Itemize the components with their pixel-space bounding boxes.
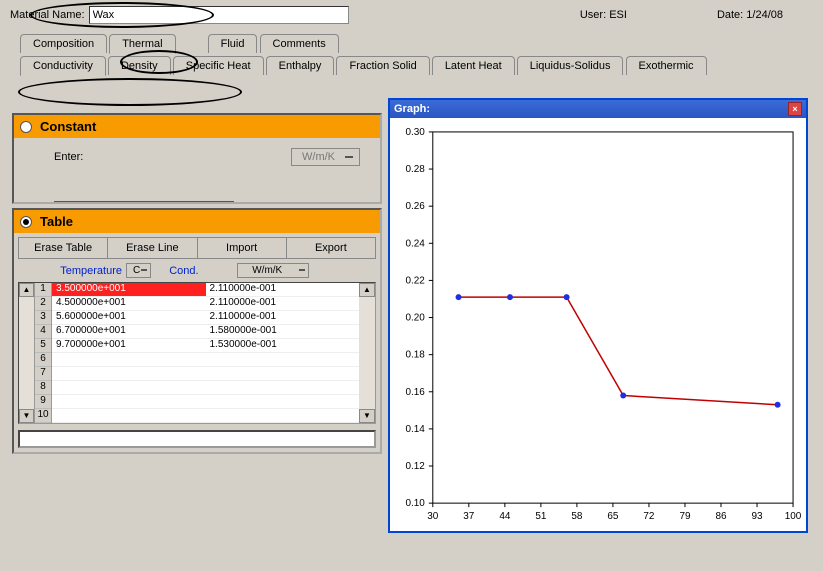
svg-text:93: 93 (751, 511, 763, 522)
svg-text:0.24: 0.24 (405, 238, 425, 249)
erase-line-button[interactable]: Erase Line (108, 237, 197, 259)
svg-text:0.20: 0.20 (405, 313, 425, 324)
svg-text:30: 30 (427, 511, 439, 522)
erase-table-button[interactable]: Erase Table (18, 237, 108, 259)
scroll-up-right-icon[interactable]: ▲ (359, 283, 375, 297)
export-button[interactable]: Export (287, 237, 376, 259)
row-number: 7 (35, 367, 51, 381)
cond-cell[interactable]: 2.110000e-001 (206, 283, 360, 297)
header-bar: Material Name: User: ESI Date: 1/24/08 (0, 0, 823, 30)
constant-unit-dropdown[interactable]: W/m/K (291, 148, 360, 166)
sub-tab-row: Conductivity Density Specific Heat Entha… (20, 56, 823, 76)
col-temp-unit[interactable]: C (126, 263, 151, 278)
subtab-latent-heat[interactable]: Latent Heat (432, 56, 515, 75)
constant-radio[interactable] (20, 121, 32, 133)
subtab-enthalpy[interactable]: Enthalpy (266, 56, 335, 75)
temp-cell[interactable]: 3.500000e+001 (52, 283, 206, 297)
constant-value-input[interactable] (54, 186, 234, 202)
temp-cell[interactable]: 6.700000e+001 (52, 325, 206, 339)
data-grid[interactable]: ▲ ▼ 12345678910 3.500000e+0014.500000e+0… (18, 282, 376, 424)
svg-text:51: 51 (535, 511, 547, 522)
row-number: 4 (35, 325, 51, 339)
cond-cell[interactable]: 2.110000e-001 (206, 311, 360, 325)
table-edit-input[interactable] (18, 430, 376, 448)
tab-composition[interactable]: Composition (20, 34, 107, 53)
row-number: 1 (35, 283, 51, 297)
main-tab-row: Composition Thermal Fluid Comments (20, 34, 823, 54)
svg-text:86: 86 (715, 511, 727, 522)
temp-cell[interactable] (52, 353, 206, 367)
row-number: 6 (35, 353, 51, 367)
temp-cell[interactable] (52, 381, 206, 395)
temp-cell[interactable] (52, 395, 206, 409)
svg-text:0.12: 0.12 (405, 461, 425, 472)
graph-window: Graph: × 0.10 0.12 0.14 0.16 0.18 0.20 0.22 0.2… (388, 98, 808, 533)
row-number: 2 (35, 297, 51, 311)
col-cond-unit[interactable]: W/m/K (237, 263, 309, 278)
temp-cell[interactable]: 9.700000e+001 (52, 339, 206, 353)
temp-cell[interactable] (52, 367, 206, 381)
row-number: 10 (35, 409, 51, 423)
cond-cell[interactable] (206, 367, 360, 381)
graph-plot: 0.10 0.12 0.14 0.16 0.18 0.20 0.22 0.24 0.26 0.28… (390, 118, 806, 531)
annotation-ellipse (18, 78, 242, 106)
scroll-down-right-icon[interactable]: ▼ (359, 409, 375, 423)
svg-text:0.28: 0.28 (405, 164, 425, 175)
row-number: 8 (35, 381, 51, 395)
cond-cell[interactable] (206, 353, 360, 367)
tab-comments[interactable]: Comments (260, 34, 339, 53)
svg-text:44: 44 (499, 511, 511, 522)
col-cond-label: Cond. (169, 265, 209, 277)
constant-title: Constant (40, 119, 96, 134)
temp-cell[interactable]: 4.500000e+001 (52, 297, 206, 311)
enter-label: Enter: (54, 151, 83, 163)
subtab-conductivity[interactable]: Conductivity (20, 56, 106, 76)
close-icon[interactable]: × (788, 102, 802, 116)
svg-text:0.16: 0.16 (405, 387, 425, 398)
user-block: User: ESI (580, 9, 627, 21)
subtab-liquidus-solidus[interactable]: Liquidus-Solidus (517, 56, 624, 75)
constant-panel: Constant Enter: W/m/K (12, 113, 382, 204)
cond-cell[interactable]: 1.530000e-001 (206, 339, 360, 353)
svg-text:0.22: 0.22 (405, 275, 425, 286)
table-radio[interactable] (20, 216, 32, 228)
svg-text:72: 72 (643, 511, 655, 522)
temp-cell[interactable]: 5.600000e+001 (52, 311, 206, 325)
svg-text:79: 79 (679, 511, 691, 522)
cond-cell[interactable] (206, 381, 360, 395)
cond-cell[interactable]: 1.580000e-001 (206, 325, 360, 339)
svg-text:37: 37 (463, 511, 475, 522)
subtab-fraction-solid[interactable]: Fraction Solid (336, 56, 429, 75)
row-number: 5 (35, 339, 51, 353)
import-button[interactable]: Import (198, 237, 287, 259)
cond-cell[interactable] (206, 409, 360, 423)
table-panel: Table Erase Table Erase Line Import Expo… (12, 208, 382, 454)
svg-text:0.14: 0.14 (405, 424, 425, 435)
col-temp-label: Temperature (42, 265, 122, 277)
svg-text:0.26: 0.26 (405, 201, 425, 212)
row-number: 9 (35, 395, 51, 409)
tab-thermal[interactable]: Thermal (109, 34, 175, 54)
svg-text:58: 58 (571, 511, 583, 522)
svg-text:0.10: 0.10 (405, 498, 425, 509)
table-title: Table (40, 214, 73, 229)
material-name-input[interactable] (89, 6, 349, 24)
svg-text:0.18: 0.18 (405, 350, 425, 361)
subtab-density[interactable]: Density (108, 56, 171, 75)
svg-text:0.30: 0.30 (405, 127, 425, 138)
cond-cell[interactable] (206, 395, 360, 409)
scroll-down-left-icon[interactable]: ▼ (19, 409, 34, 423)
material-name-label: Material Name: (10, 9, 85, 21)
tab-fluid[interactable]: Fluid (208, 34, 258, 53)
subtab-exothermic[interactable]: Exothermic (626, 56, 707, 75)
graph-title: Graph: (394, 103, 430, 115)
cond-cell[interactable]: 2.110000e-001 (206, 297, 360, 311)
svg-text:100: 100 (785, 511, 802, 522)
scroll-up-left-icon[interactable]: ▲ (19, 283, 34, 297)
svg-text:65: 65 (607, 511, 619, 522)
row-number: 3 (35, 311, 51, 325)
subtab-specific-heat[interactable]: Specific Heat (173, 56, 264, 75)
date-block: Date: 1/24/08 (717, 9, 783, 21)
temp-cell[interactable] (52, 409, 206, 423)
